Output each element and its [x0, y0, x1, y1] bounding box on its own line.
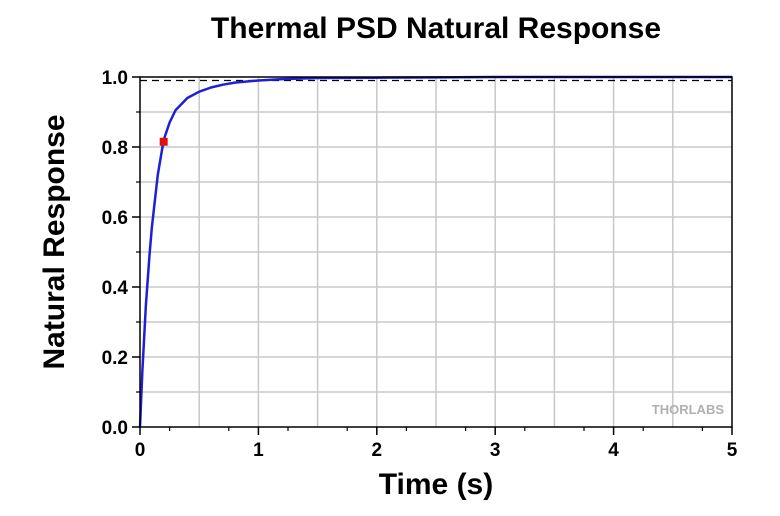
y-tick-label: 0.0 — [102, 418, 128, 439]
plot-area: THORLABS 0 1 2 3 4 5 0.0 0.2 0.4 0.6 0.8 1.0 — [102, 68, 738, 461]
x-tick-label: 0 — [135, 440, 146, 461]
x-tick-label: 1 — [253, 440, 264, 461]
y-tick-label: 0.4 — [102, 278, 129, 299]
y-tick-label: 0.2 — [102, 348, 128, 369]
x-axis-label: Time (s) — [379, 468, 493, 501]
x-tick-label: 3 — [490, 440, 501, 461]
watermark-logo: THORLABS — [652, 402, 725, 417]
y-axis-label: Natural Response — [38, 114, 71, 369]
data-marker — [159, 137, 168, 146]
y-tick-label: 1.0 — [102, 68, 128, 89]
chart-title: Thermal PSD Natural Response — [211, 12, 661, 45]
y-tick-label: 0.6 — [102, 208, 128, 229]
y-tick-label: 0.8 — [102, 138, 128, 159]
x-tick-label: 5 — [727, 440, 738, 461]
x-tick-label: 4 — [608, 440, 619, 461]
x-tick-label: 2 — [372, 440, 383, 461]
